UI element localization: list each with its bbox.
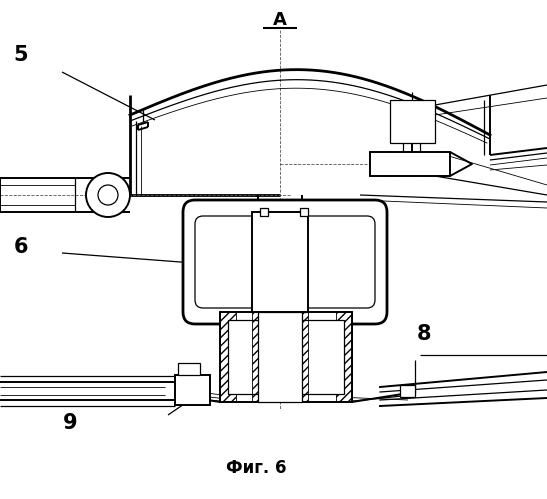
- Bar: [252, 212, 308, 312]
- FancyBboxPatch shape: [299, 216, 375, 308]
- Text: А: А: [273, 11, 287, 29]
- Bar: [390, 100, 435, 143]
- Text: 9: 9: [63, 413, 77, 433]
- Text: 5: 5: [14, 45, 28, 65]
- Bar: [260, 208, 268, 216]
- Bar: [252, 312, 308, 402]
- FancyBboxPatch shape: [183, 200, 387, 324]
- Circle shape: [98, 185, 118, 205]
- Bar: [263, 212, 297, 312]
- Bar: [370, 152, 450, 176]
- Bar: [175, 375, 210, 405]
- Bar: [400, 385, 415, 397]
- Text: 8: 8: [417, 324, 431, 344]
- Bar: [228, 320, 344, 394]
- Circle shape: [86, 173, 130, 217]
- Bar: [336, 312, 352, 402]
- Text: Фиг. 6: Фиг. 6: [226, 459, 286, 477]
- FancyBboxPatch shape: [195, 216, 271, 308]
- Text: 6: 6: [14, 237, 28, 257]
- Bar: [220, 312, 352, 402]
- Bar: [273, 212, 307, 312]
- Bar: [258, 312, 302, 402]
- Bar: [300, 208, 308, 216]
- Bar: [178, 363, 200, 375]
- Bar: [220, 312, 236, 402]
